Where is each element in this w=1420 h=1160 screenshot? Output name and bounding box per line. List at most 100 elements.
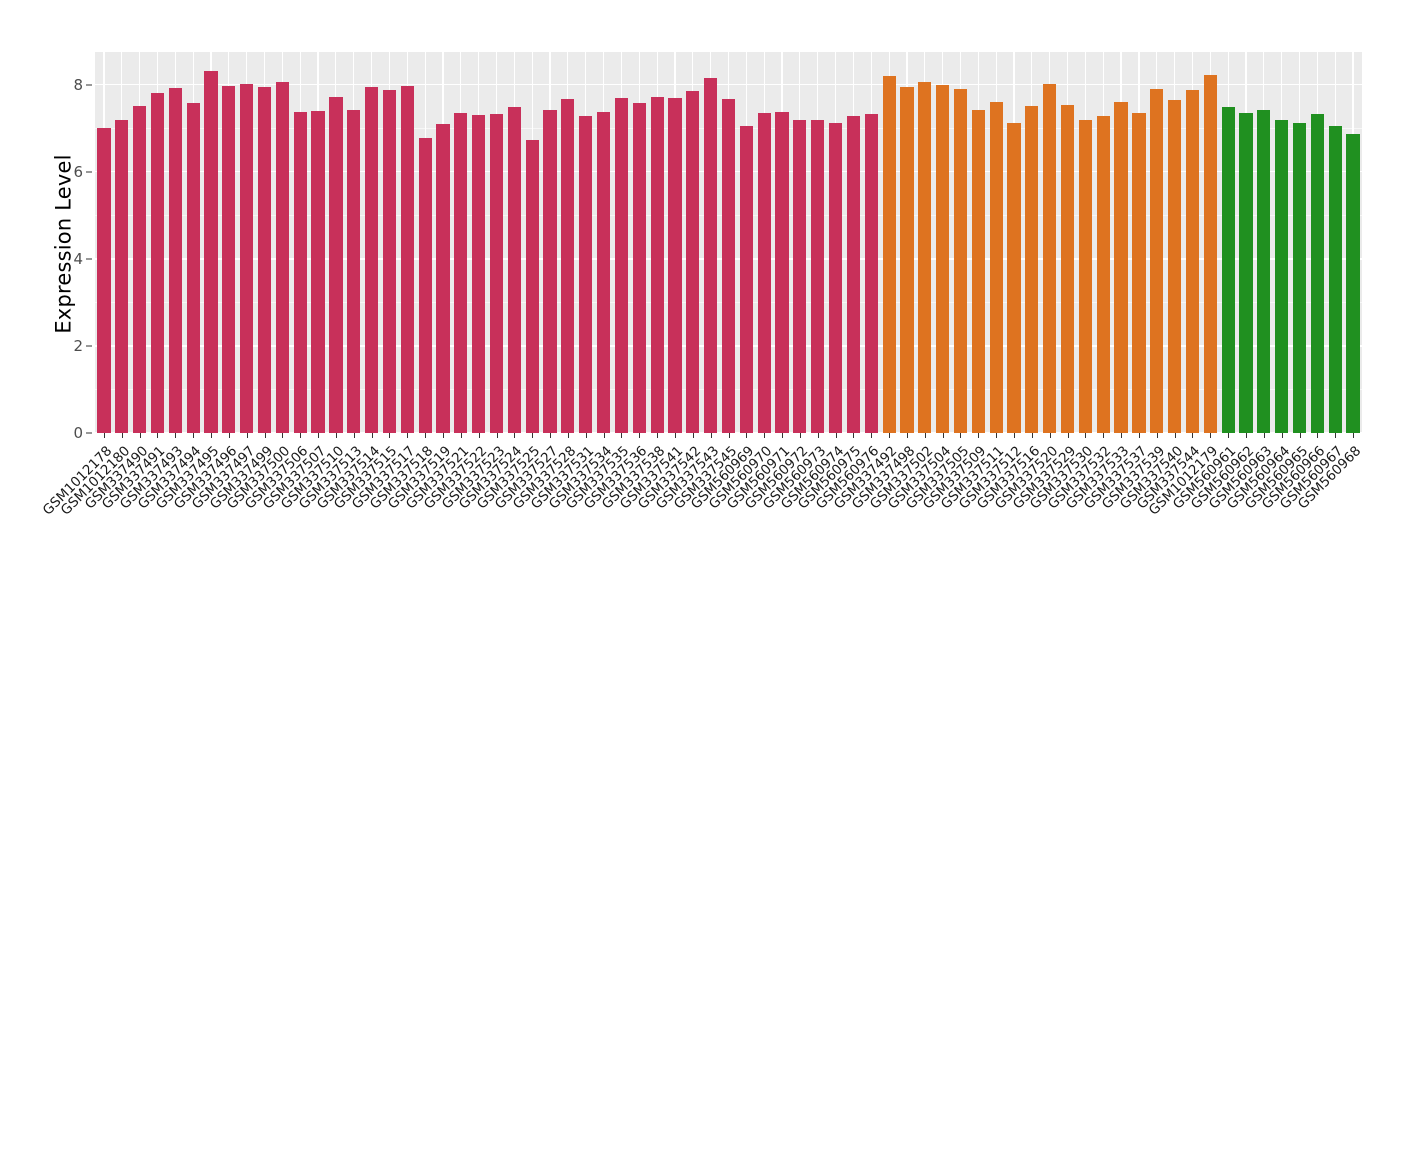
bar bbox=[936, 85, 950, 433]
y-axis-tick-label: 6 bbox=[73, 162, 83, 181]
x-axis-tick-mark bbox=[407, 433, 409, 438]
bar bbox=[596, 112, 611, 433]
bar bbox=[1007, 122, 1021, 433]
x-axis-tick-mark bbox=[1299, 433, 1301, 438]
bar bbox=[918, 82, 932, 433]
x-axis-tick-mark bbox=[746, 433, 748, 438]
x-axis-tick-mark bbox=[906, 433, 908, 438]
x-axis-tick-mark bbox=[782, 433, 784, 438]
bar bbox=[793, 119, 807, 433]
bar bbox=[418, 137, 432, 433]
x-axis-tick-mark bbox=[532, 433, 534, 438]
bar bbox=[489, 114, 504, 433]
bar bbox=[1060, 104, 1075, 433]
y-axis-tick-label: 8 bbox=[73, 75, 83, 94]
bar bbox=[275, 81, 289, 433]
x-axis-tick-mark bbox=[1246, 433, 1247, 438]
bar bbox=[1078, 120, 1092, 433]
bar bbox=[989, 102, 1003, 433]
bar bbox=[704, 78, 718, 433]
x-axis-tick-mark bbox=[425, 433, 427, 438]
x-axis-tick-mark bbox=[264, 433, 266, 438]
bar bbox=[686, 91, 700, 433]
x-axis-tick-mark bbox=[389, 433, 391, 438]
x-axis-tick-mark bbox=[978, 433, 980, 438]
x-axis-tick-mark bbox=[835, 433, 837, 438]
bar bbox=[1221, 107, 1235, 433]
bar bbox=[1203, 75, 1217, 433]
x-axis-tick-mark bbox=[300, 433, 302, 438]
x-axis-tick-mark bbox=[1335, 433, 1337, 438]
x-axis-tick-mark bbox=[1174, 433, 1176, 438]
x-axis-tick-mark bbox=[1138, 433, 1140, 438]
bar bbox=[186, 102, 200, 433]
bar bbox=[400, 85, 414, 433]
bar bbox=[257, 86, 272, 433]
x-axis-tick-mark bbox=[193, 433, 195, 438]
x-axis-tick-mark bbox=[335, 433, 337, 438]
x-axis-tick-mark bbox=[1031, 433, 1033, 438]
x-axis-tick-mark bbox=[103, 433, 105, 438]
bar bbox=[472, 115, 486, 433]
x-axis-tick-mark bbox=[228, 433, 230, 438]
bar bbox=[775, 111, 789, 433]
bar bbox=[614, 97, 629, 433]
y-axis: 0 2 4 6 8 bbox=[0, 0, 95, 580]
x-axis-tick-mark bbox=[1281, 433, 1283, 438]
x-axis-tick-mark bbox=[692, 433, 694, 438]
bar bbox=[1114, 101, 1128, 433]
x-axis-tick-mark bbox=[139, 433, 141, 438]
x-axis-tick-mark bbox=[1353, 433, 1355, 438]
y-axis-tick-mark bbox=[86, 345, 92, 347]
bar bbox=[240, 84, 254, 433]
x-axis-tick-mark bbox=[282, 433, 284, 438]
x-axis-tick-mark bbox=[853, 433, 855, 438]
bar bbox=[507, 107, 521, 433]
x-axis-tick-mark bbox=[567, 433, 569, 438]
bar bbox=[846, 116, 861, 433]
x-axis-tick-mark bbox=[353, 433, 355, 438]
x-axis-tick-mark bbox=[210, 433, 212, 438]
x-axis-tick-mark bbox=[585, 433, 587, 438]
bar bbox=[971, 110, 985, 433]
y-axis-tick-mark bbox=[86, 171, 92, 173]
x-axis-tick-mark bbox=[1085, 433, 1087, 438]
bar bbox=[828, 123, 843, 433]
bar bbox=[525, 140, 539, 433]
bar bbox=[1257, 109, 1271, 433]
x-axis-tick-mark bbox=[657, 433, 659, 438]
bar bbox=[953, 89, 968, 433]
bar bbox=[382, 89, 397, 433]
x-axis-tick-mark bbox=[550, 433, 552, 438]
x-axis-tick-mark bbox=[639, 433, 641, 438]
x-axis-tick-mark bbox=[460, 433, 462, 438]
x-axis-tick-mark bbox=[371, 433, 373, 438]
y-axis-tick-label: 2 bbox=[73, 336, 83, 355]
x-axis-tick-mark bbox=[674, 433, 676, 438]
x-axis-tick-mark bbox=[442, 433, 444, 438]
x-axis-tick-mark bbox=[710, 433, 712, 438]
bar bbox=[97, 128, 111, 433]
x-axis-tick-mark bbox=[728, 433, 730, 438]
bar bbox=[1043, 84, 1057, 433]
x-axis-tick-mark bbox=[121, 433, 123, 438]
bar bbox=[1346, 134, 1360, 433]
x-axis-tick-mark bbox=[871, 433, 873, 438]
bar bbox=[757, 112, 771, 433]
bar bbox=[1310, 113, 1324, 433]
bar bbox=[329, 96, 343, 433]
x-axis-tick-mark bbox=[1210, 433, 1212, 438]
y-axis-tick-mark bbox=[86, 258, 92, 260]
bar bbox=[204, 70, 218, 433]
bar bbox=[436, 123, 450, 433]
bar bbox=[811, 120, 825, 433]
x-axis-tick-mark bbox=[1228, 433, 1230, 438]
bar bbox=[739, 126, 753, 433]
x-axis-tick-mark bbox=[1263, 433, 1265, 438]
x-axis-tick-mark bbox=[157, 433, 159, 438]
bar bbox=[650, 96, 664, 433]
bar bbox=[1275, 119, 1289, 433]
x-axis-tick-mark bbox=[1121, 433, 1123, 438]
bar bbox=[561, 98, 575, 433]
bar bbox=[1292, 122, 1307, 433]
